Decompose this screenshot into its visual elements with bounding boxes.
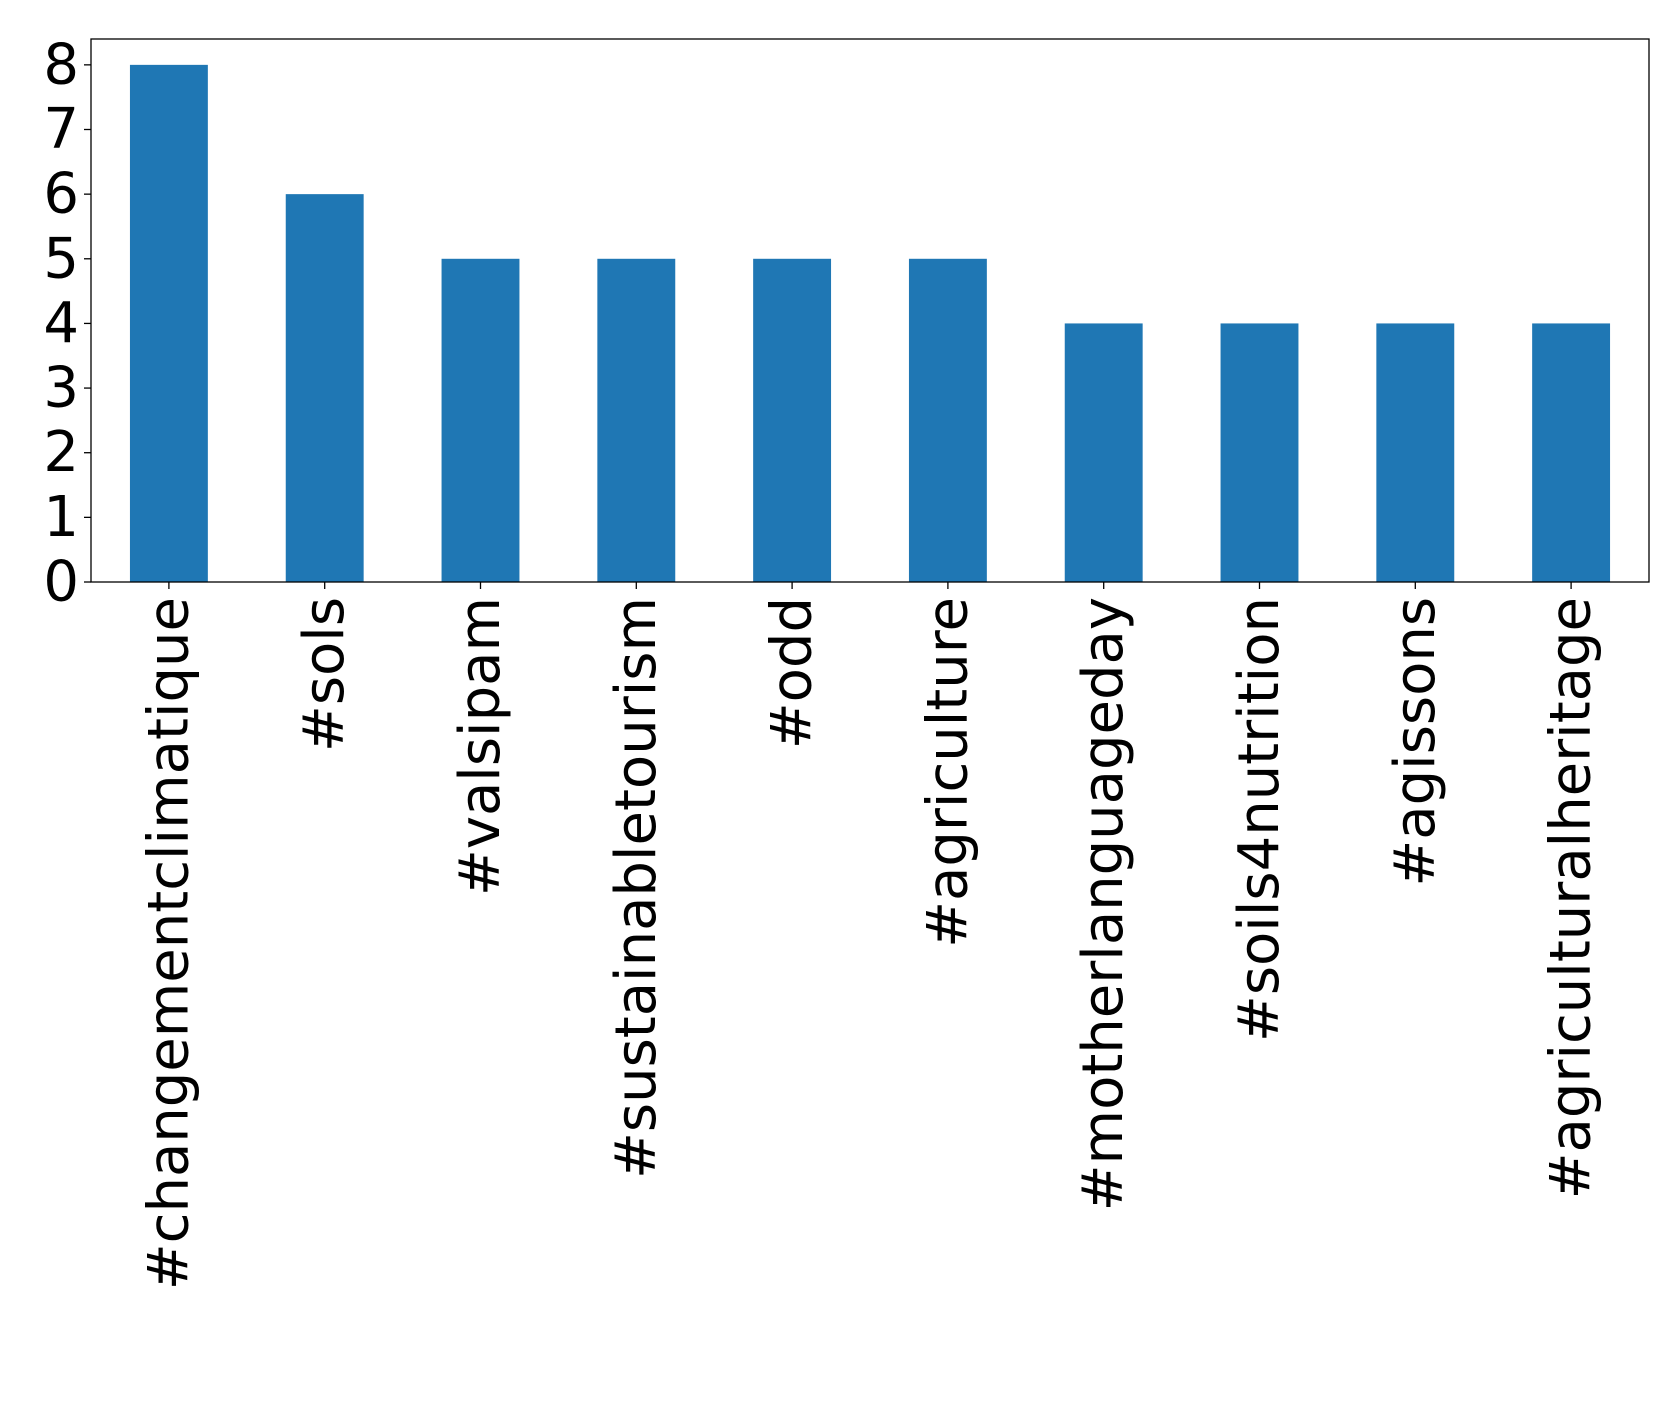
x-tick-label: #valsipam [448, 597, 513, 896]
bar-agriculture [908, 258, 987, 582]
bar-agissons [1376, 323, 1455, 582]
y-tick-label: 6 [43, 162, 79, 227]
y-tick-label: 4 [43, 291, 79, 356]
x-tick-label: #agissons [1383, 597, 1448, 887]
x-tick-label: #odd [760, 597, 825, 749]
bar-changementclimatique [129, 64, 208, 583]
x-tick-label: #changementclimatique [136, 597, 201, 1290]
bar-valsipam [441, 258, 520, 582]
y-tick-label: 5 [43, 226, 79, 291]
y-tick-label: 0 [43, 550, 79, 615]
bars-layer [129, 64, 1611, 583]
bar-odd [753, 258, 832, 582]
x-tick-label: #agriculture [915, 597, 980, 948]
y-tick-label: 8 [43, 32, 79, 97]
bar-agriculturalheritage [1532, 323, 1611, 582]
bar-sustainabletourism [597, 258, 676, 582]
y-tick-label: 1 [43, 485, 79, 550]
y-tick-label: 7 [43, 97, 79, 162]
x-tick-label: #agriculturalheritage [1539, 597, 1604, 1199]
plot-frame [90, 38, 1650, 583]
y-tick-label: 3 [43, 356, 79, 421]
bar-soils4nutrition [1220, 323, 1299, 582]
bar-motherlanguageday [1064, 323, 1143, 582]
bar-sols [285, 194, 364, 582]
x-tick-label: #sols [292, 597, 357, 752]
x-tick-label: #sustainabletourism [604, 597, 669, 1179]
y-tick-label: 2 [43, 420, 79, 485]
x-tick-label: #motherlanguageday [1071, 597, 1136, 1211]
x-axis: #changementclimatique #sols #valsipam #sust… [136, 582, 1604, 1290]
x-tick-label: #soils4nutrition [1227, 597, 1292, 1042]
